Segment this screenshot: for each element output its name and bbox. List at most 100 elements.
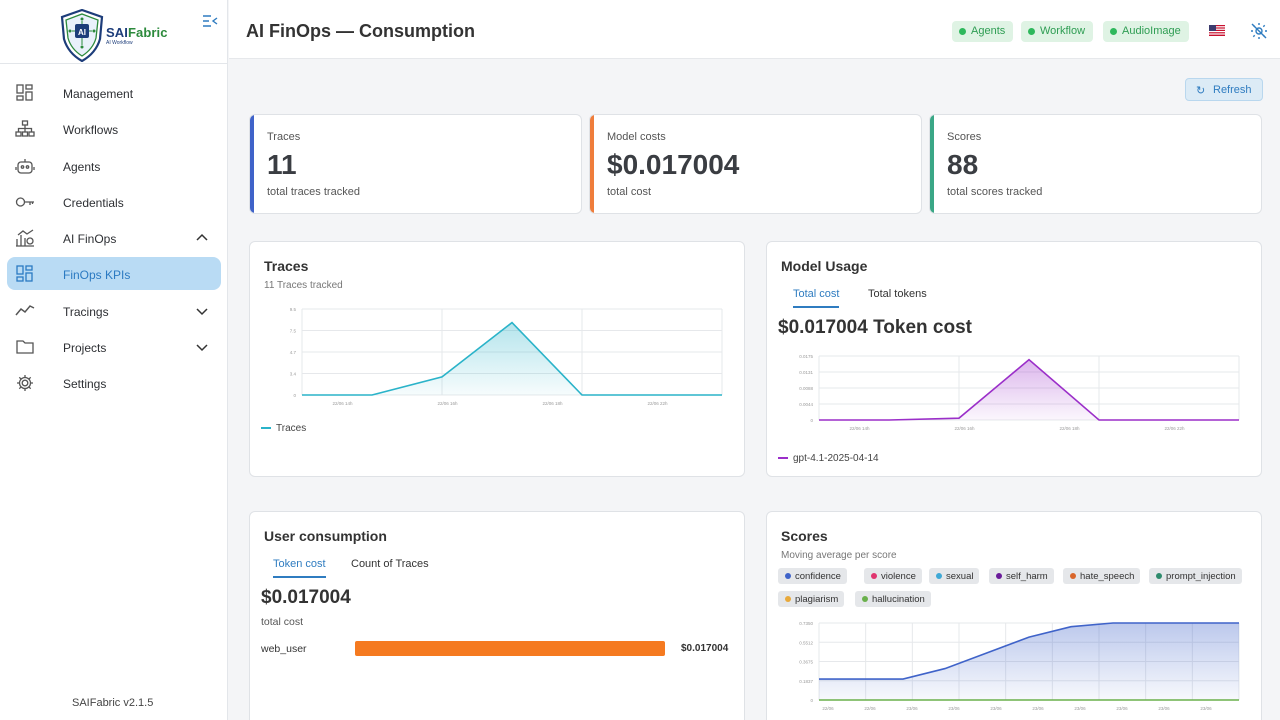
y-tick-label: 0.0044: [799, 402, 813, 407]
x-tick-label: 23/06: [1158, 706, 1170, 711]
score-pill-sexual[interactable]: sexual: [929, 568, 980, 584]
scores-card: Scores Moving average per score confiden…: [766, 511, 1262, 720]
y-tick-label: 0.5512: [799, 640, 813, 645]
y-tick-label: 3.4: [290, 372, 297, 377]
y-tick-label: 0.1837: [799, 679, 813, 684]
chart-legend: Traces: [261, 423, 306, 434]
key-icon: [15, 197, 34, 207]
stat-value: 88: [947, 149, 979, 180]
series-area-confidence: [819, 623, 1239, 700]
sidebar-item-tracings[interactable]: Tracings: [7, 294, 221, 327]
user-cost-bar: [355, 641, 665, 656]
score-pill-self-harm[interactable]: self_harm: [989, 568, 1054, 584]
score-pill-hallucination[interactable]: hallucination: [855, 591, 931, 607]
tab-count-of-traces[interactable]: Count of Traces: [351, 558, 429, 570]
sidebar-item-settings[interactable]: Settings: [7, 366, 221, 399]
refresh-button[interactable]: ↻ Refresh: [1185, 78, 1263, 101]
page-title: AI FinOps — Consumption: [246, 21, 475, 41]
chip-workflow[interactable]: Workflow: [1021, 21, 1094, 42]
sidebar-item-management[interactable]: Management: [7, 76, 221, 109]
tab-total-cost[interactable]: Total cost: [793, 288, 840, 308]
sidebar-item-label: Workflows: [63, 123, 119, 138]
x-tick-label: 23/06: [948, 706, 960, 711]
sidebar-item-workflows[interactable]: Workflows: [7, 112, 221, 145]
series-line-Traces: [302, 321, 722, 396]
sidebar-item-credentials[interactable]: Credentials: [7, 185, 221, 218]
card-title: User consumption: [264, 528, 387, 544]
model-usage-card: Model Usage Total cost Total tokens $0.0…: [766, 241, 1262, 477]
score-pill-plagiarism[interactable]: plagiarism: [778, 591, 845, 607]
x-tick-label: 22/06 14h: [849, 426, 870, 431]
pill-label: confidence: [795, 571, 841, 582]
pill-color-dot: [1070, 573, 1076, 579]
stat-subtitle: total scores tracked: [947, 186, 1043, 198]
collapse-sidebar-icon[interactable]: [202, 14, 218, 28]
us-flag-icon[interactable]: [1209, 25, 1225, 36]
chip-audioimage[interactable]: AudioImage: [1103, 21, 1189, 42]
sidebar-item-agents[interactable]: Agents: [7, 149, 221, 182]
chart-legend: gpt-4.1-2025-04-14: [778, 453, 879, 464]
tab-total-tokens[interactable]: Total tokens: [868, 288, 927, 300]
brand-name: SAIFabric: [106, 25, 168, 40]
score-pill-violence[interactable]: violence: [864, 568, 922, 584]
y-tick-label: 0: [810, 418, 813, 423]
pill-color-dot: [1156, 573, 1162, 579]
x-tick-label: 22/06 22h: [647, 401, 668, 406]
user-consumption-card: User consumption Token cost Count of Tra…: [249, 511, 745, 720]
user-bar-track: [355, 641, 665, 656]
shield-logo-icon: AI: [60, 9, 104, 62]
series-line-confidence: [819, 622, 1239, 680]
pill-color-dot: [871, 573, 877, 579]
card-title: Model Usage: [781, 258, 868, 274]
pill-label: sexual: [946, 571, 974, 582]
sidebar-item-label: Agents: [63, 159, 101, 174]
legend-label: Traces: [276, 423, 307, 434]
x-tick-label: 23/06: [906, 706, 918, 711]
series-area-gpt-4.1-2025-04-14: [819, 359, 1239, 420]
sidebar-item-projects[interactable]: Projects: [7, 330, 221, 363]
x-tick-label: 22/06 18h: [1059, 426, 1080, 431]
pill-label: plagiarism: [795, 594, 839, 605]
settings-slash-icon[interactable]: [1250, 22, 1268, 40]
brand-logo[interactable]: AI SAIFabric AI Workflow: [0, 0, 227, 64]
sidebar-item-label: Credentials: [63, 195, 124, 210]
dashboard-icon: [16, 265, 33, 283]
sidebar-item-ai-finops[interactable]: AI FinOps: [7, 221, 221, 254]
legend-swatch: [778, 457, 788, 460]
stat-title: Traces: [267, 131, 301, 143]
stat-value: 11: [267, 149, 297, 180]
score-pill-confidence[interactable]: confidence: [778, 568, 847, 584]
chip-agents[interactable]: Agents: [952, 21, 1014, 42]
y-tick-label: 0.0088: [799, 386, 813, 391]
chart-coin-icon: [16, 229, 34, 247]
y-tick-label: 0: [293, 393, 296, 398]
tab-token-cost[interactable]: Token cost: [273, 558, 326, 578]
y-tick-label: 9.5: [290, 307, 297, 312]
pill-color-dot: [936, 573, 942, 579]
chevron-up-icon: [196, 234, 208, 241]
score-pill-prompt-injection[interactable]: prompt_injection: [1149, 568, 1242, 584]
card-subtitle: Moving average per score: [781, 550, 897, 561]
stat-accent-bar: [930, 115, 934, 213]
sidebar-item-label: Tracings: [63, 304, 109, 319]
x-tick-label: 23/06: [990, 706, 1002, 711]
y-tick-label: 4.7: [290, 350, 297, 355]
x-tick-label: 22/06: [822, 706, 834, 711]
pill-color-dot: [785, 573, 791, 579]
user-value: $0.017004: [681, 643, 729, 654]
user-cost-headline: $0.017004: [261, 587, 351, 608]
stat-card-scores: Scores 88 total scores tracked: [929, 114, 1262, 214]
chevron-down-icon: [196, 308, 208, 315]
stat-accent-bar: [250, 115, 254, 213]
y-tick-label: 0.7350: [799, 621, 813, 626]
card-subtitle: 11 Traces tracked: [264, 280, 343, 291]
score-pill-hate-speech[interactable]: hate_speech: [1063, 568, 1141, 584]
trend-line-icon: [15, 304, 35, 316]
sidebar-item-finops-kpis[interactable]: FinOps KPIs: [7, 257, 221, 291]
pill-color-dot: [785, 596, 791, 602]
x-tick-label: 23/06: [1200, 706, 1212, 711]
sidebar: AI SAIFabric AI Workflow Management Work…: [0, 0, 228, 720]
token-cost-headline: $0.017004 Token cost: [778, 317, 972, 338]
x-tick-label: 23/06: [1032, 706, 1044, 711]
pill-label: self_harm: [1006, 571, 1048, 582]
